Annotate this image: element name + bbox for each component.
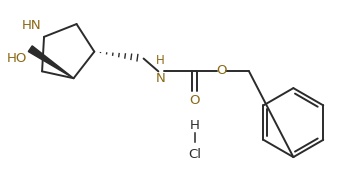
Text: HO: HO bbox=[7, 52, 27, 65]
Text: H: H bbox=[156, 54, 165, 67]
Text: Cl: Cl bbox=[188, 148, 201, 161]
Polygon shape bbox=[28, 46, 74, 78]
Text: O: O bbox=[190, 94, 200, 107]
Text: HN: HN bbox=[22, 19, 41, 32]
Text: H: H bbox=[190, 119, 200, 132]
Text: N: N bbox=[156, 72, 165, 85]
Text: O: O bbox=[216, 64, 227, 77]
